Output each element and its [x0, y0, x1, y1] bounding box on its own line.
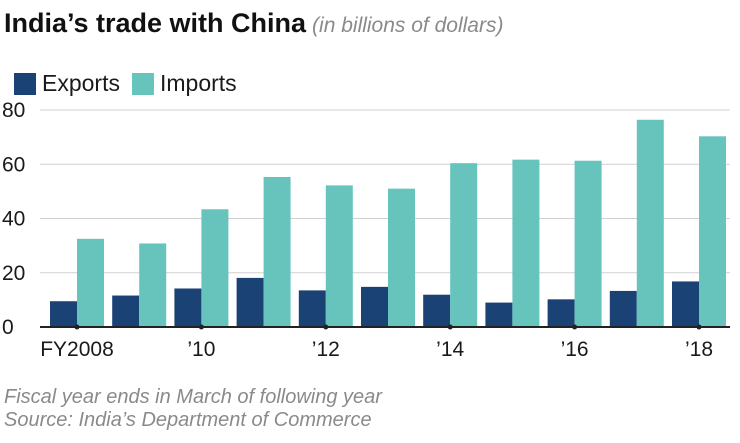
bar-imports-4	[325, 185, 353, 327]
bar-exports-0	[50, 301, 77, 327]
x-tick-mark-10	[696, 324, 702, 330]
y-tick-label-20: 20	[2, 262, 25, 285]
bar-exports-1	[112, 295, 140, 327]
bar-exports-6	[423, 294, 451, 327]
bar-exports-3	[236, 277, 264, 327]
x-tick-label-8: ’16	[561, 338, 589, 361]
legend-item-exports: Exports	[14, 70, 120, 97]
bar-exports-9	[609, 290, 637, 327]
bar-exports-5	[361, 286, 388, 327]
x-tick-label-6: ’14	[436, 338, 464, 361]
x-tick-mark-0	[74, 324, 80, 330]
chart-notes: Fiscal year ends in March of following y…	[4, 386, 382, 432]
legend: Exports Imports	[14, 70, 249, 97]
bar-imports-8	[574, 160, 602, 327]
chart-title: India’s trade with China	[4, 8, 307, 38]
legend-label-imports: Imports	[159, 70, 237, 96]
legend-swatch-exports	[14, 72, 36, 95]
chart-title-row: India’s trade with China (in billions of …	[4, 8, 503, 39]
x-tick-mark-4	[323, 324, 329, 330]
x-tick-label-0: FY2008	[40, 338, 114, 361]
bar-imports-5	[388, 188, 415, 327]
x-tick-label-2: ’10	[187, 338, 215, 361]
x-tick-mark-6	[447, 324, 453, 330]
bar-imports-0	[77, 238, 104, 327]
x-tick-label-4: ’12	[312, 338, 340, 361]
source-note: Source: India’s Department of Commerce	[4, 409, 372, 431]
bar-imports-6	[450, 163, 478, 327]
legend-label-exports: Exports	[42, 70, 120, 96]
y-tick-label-40: 40	[2, 208, 25, 231]
legend-item-imports: Imports	[131, 70, 237, 97]
footnote: Fiscal year ends in March of following y…	[4, 386, 382, 408]
bar-exports-7	[485, 302, 513, 327]
bar-imports-2	[201, 209, 229, 327]
legend-swatch-imports	[131, 72, 154, 95]
bar-exports-2	[174, 288, 202, 327]
y-tick-label-0: 0	[2, 316, 14, 339]
bar-imports-7	[512, 159, 540, 327]
y-tick-label-80: 80	[2, 99, 25, 122]
x-tick-mark-2	[198, 324, 204, 330]
bar-imports-1	[139, 243, 167, 327]
y-tick-label-60: 60	[2, 153, 25, 176]
bar-imports-3	[263, 176, 291, 327]
bar-exports-10	[672, 281, 699, 327]
bar-imports-10	[699, 136, 726, 327]
chart-subtitle: (in billions of dollars)	[312, 14, 504, 37]
bar-exports-4	[298, 290, 326, 327]
x-tick-mark-8	[572, 324, 578, 330]
x-tick-label-10: ’18	[685, 338, 713, 361]
bar-imports-9	[636, 119, 664, 327]
bar-exports-8	[547, 299, 575, 327]
